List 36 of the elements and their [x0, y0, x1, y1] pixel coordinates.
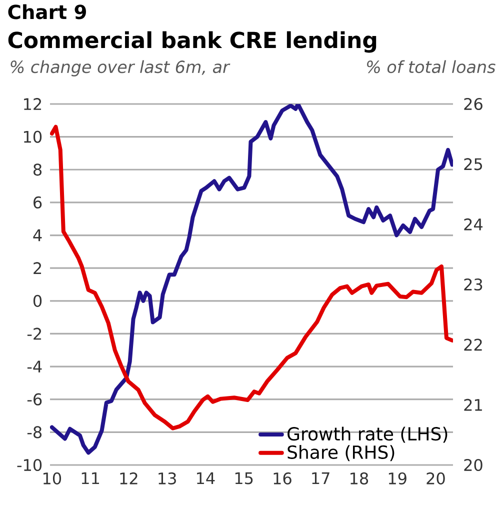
x-tick-label: 14	[197, 472, 215, 484]
y-tick-label: -10	[17, 458, 42, 472]
y-tick-label: -6	[27, 393, 42, 406]
x-tick-label: 12	[120, 472, 138, 484]
y-tick-label: 2	[34, 262, 42, 274]
x-tick-label: 16	[274, 472, 292, 484]
y-tick-label: 4	[33, 229, 42, 242]
y-tick-label: -2	[27, 328, 42, 340]
y-tick-label: 0	[33, 294, 42, 307]
y-axis-title: % change over last 6m, ar	[10, 60, 230, 76]
y2-tick-label: 23	[464, 278, 482, 291]
y2-tick-label: 24	[464, 218, 483, 230]
y2-tick-label: 20	[464, 458, 482, 472]
x-tick-label: 20	[426, 472, 445, 484]
y-tick-label: 10	[24, 130, 42, 143]
x-tick-label: 19	[388, 472, 406, 484]
y2-tick-label: 26	[464, 98, 482, 110]
x-tick-label: 15	[235, 472, 253, 484]
x-tick-label: 13	[158, 472, 176, 484]
y2-tick-label: 21	[464, 398, 482, 411]
x-tick-label: 17	[312, 472, 330, 484]
y-tick-label: 6	[34, 196, 42, 209]
legend-label: Share (RHS)	[288, 445, 394, 462]
y-tick-label: -8	[27, 426, 42, 438]
y-tick-label: -4	[27, 360, 42, 372]
chart-subtitle: Commercial bank CRE lending	[8, 31, 376, 53]
x-tick-label: 11	[82, 472, 99, 484]
y-tick-label: 8	[34, 164, 42, 176]
chart-title: Chart 9	[8, 4, 86, 20]
x-tick-label: 10	[43, 472, 62, 484]
y2-tick-label: 22	[464, 338, 482, 351]
legend-label: Growth rate (LHS)	[288, 426, 448, 443]
y2-axis-title: % of total loans	[367, 60, 496, 74]
y2-tick-label: 25	[464, 158, 482, 170]
x-tick-label: 18	[350, 472, 368, 484]
y-tick-label: 12	[24, 98, 42, 110]
